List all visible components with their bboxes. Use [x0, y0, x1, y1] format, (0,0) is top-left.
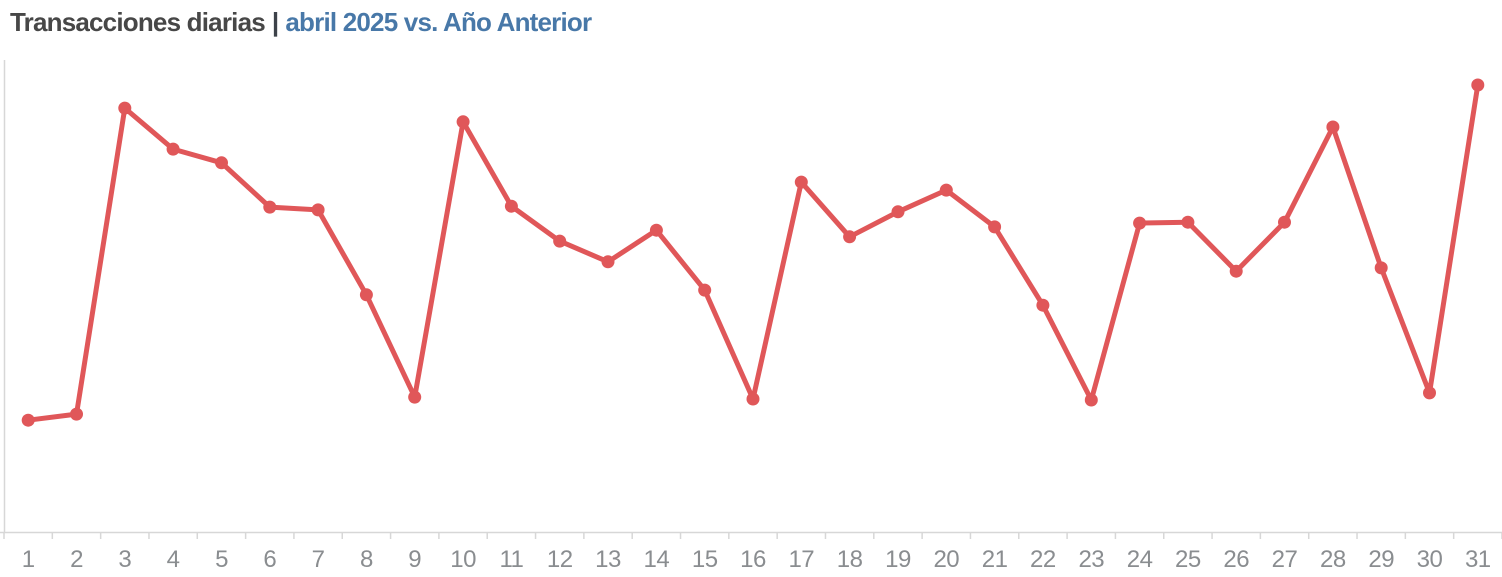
data-point-day-18[interactable] — [843, 230, 857, 244]
x-axis-label-30: 30 — [1417, 546, 1443, 573]
data-point-day-3[interactable] — [118, 101, 132, 115]
x-axis-label-13: 13 — [595, 546, 621, 573]
x-axis-label-28: 28 — [1320, 546, 1346, 573]
x-axis-label-6: 6 — [263, 546, 276, 573]
data-point-day-10[interactable] — [456, 115, 470, 129]
x-axis-label-12: 12 — [547, 546, 573, 573]
x-axis-label-1: 1 — [22, 546, 35, 573]
data-point-day-26[interactable] — [1229, 264, 1243, 278]
data-point-day-15[interactable] — [698, 283, 712, 297]
data-point-day-14[interactable] — [649, 223, 663, 237]
x-axis-label-22: 22 — [1030, 546, 1056, 573]
x-axis-label-27: 27 — [1272, 546, 1298, 573]
data-point-day-22[interactable] — [1036, 298, 1050, 312]
x-axis-label-3: 3 — [118, 546, 131, 573]
data-point-day-16[interactable] — [746, 392, 760, 406]
x-axis-label-29: 29 — [1368, 546, 1394, 573]
x-axis-label-7: 7 — [312, 546, 325, 573]
x-axis-label-9: 9 — [408, 546, 421, 573]
data-point-day-9[interactable] — [408, 390, 422, 404]
x-axis-label-2: 2 — [70, 546, 83, 573]
x-axis-label-31: 31 — [1465, 546, 1491, 573]
data-point-day-6[interactable] — [263, 200, 277, 214]
x-axis-label-5: 5 — [215, 546, 228, 573]
data-point-day-4[interactable] — [166, 142, 180, 156]
data-point-day-31[interactable] — [1471, 78, 1485, 92]
x-axis-label-26: 26 — [1223, 546, 1249, 573]
x-axis-label-4: 4 — [167, 546, 180, 573]
data-point-day-25[interactable] — [1181, 215, 1195, 229]
data-point-day-21[interactable] — [988, 220, 1002, 234]
data-point-day-5[interactable] — [215, 156, 228, 170]
chart-title-separator: | — [271, 7, 279, 37]
chart-title-primary: Transacciones diarias — [10, 7, 266, 37]
data-point-day-27[interactable] — [1278, 215, 1291, 229]
x-axis-label-8: 8 — [360, 546, 373, 573]
data-point-day-11[interactable] — [504, 199, 518, 213]
data-point-day-19[interactable] — [891, 205, 905, 219]
x-axis-label-19: 19 — [885, 546, 911, 573]
data-point-day-24[interactable] — [1133, 216, 1147, 230]
x-axis-label-23: 23 — [1078, 546, 1104, 573]
data-point-day-20[interactable] — [939, 183, 953, 197]
data-point-day-2[interactable] — [70, 407, 83, 421]
x-axis-label-16: 16 — [740, 546, 766, 573]
data-point-day-23[interactable] — [1084, 393, 1098, 407]
x-axis-label-15: 15 — [692, 546, 718, 573]
series-line — [25, 82, 1481, 423]
data-point-day-28[interactable] — [1326, 120, 1340, 134]
data-point-day-13[interactable] — [601, 255, 615, 269]
x-axis-label-10: 10 — [450, 546, 476, 573]
x-axis-label-25: 25 — [1175, 546, 1201, 573]
data-point-day-17[interactable] — [794, 175, 808, 189]
x-axis-label-14: 14 — [644, 546, 670, 573]
chart-title-secondary: abril 2025 vs. Año Anterior — [285, 7, 592, 37]
data-point-day-12[interactable] — [553, 234, 567, 248]
x-axis-label-21: 21 — [982, 546, 1008, 573]
chart-title: Transacciones diarias | abril 2025 vs. Año… — [10, 6, 592, 39]
x-axis-label-11: 11 — [499, 546, 523, 573]
data-point-day-29[interactable] — [1374, 261, 1388, 275]
x-axis-label-17: 17 — [788, 546, 814, 573]
data-point-day-1[interactable] — [21, 413, 35, 427]
data-point-day-7[interactable] — [311, 203, 325, 217]
data-point-day-30[interactable] — [1423, 386, 1436, 400]
x-axis-label-20: 20 — [933, 546, 959, 573]
x-axis-label-18: 18 — [837, 546, 863, 573]
data-point-day-8[interactable] — [359, 288, 373, 302]
x-axis-label-24: 24 — [1127, 546, 1153, 573]
